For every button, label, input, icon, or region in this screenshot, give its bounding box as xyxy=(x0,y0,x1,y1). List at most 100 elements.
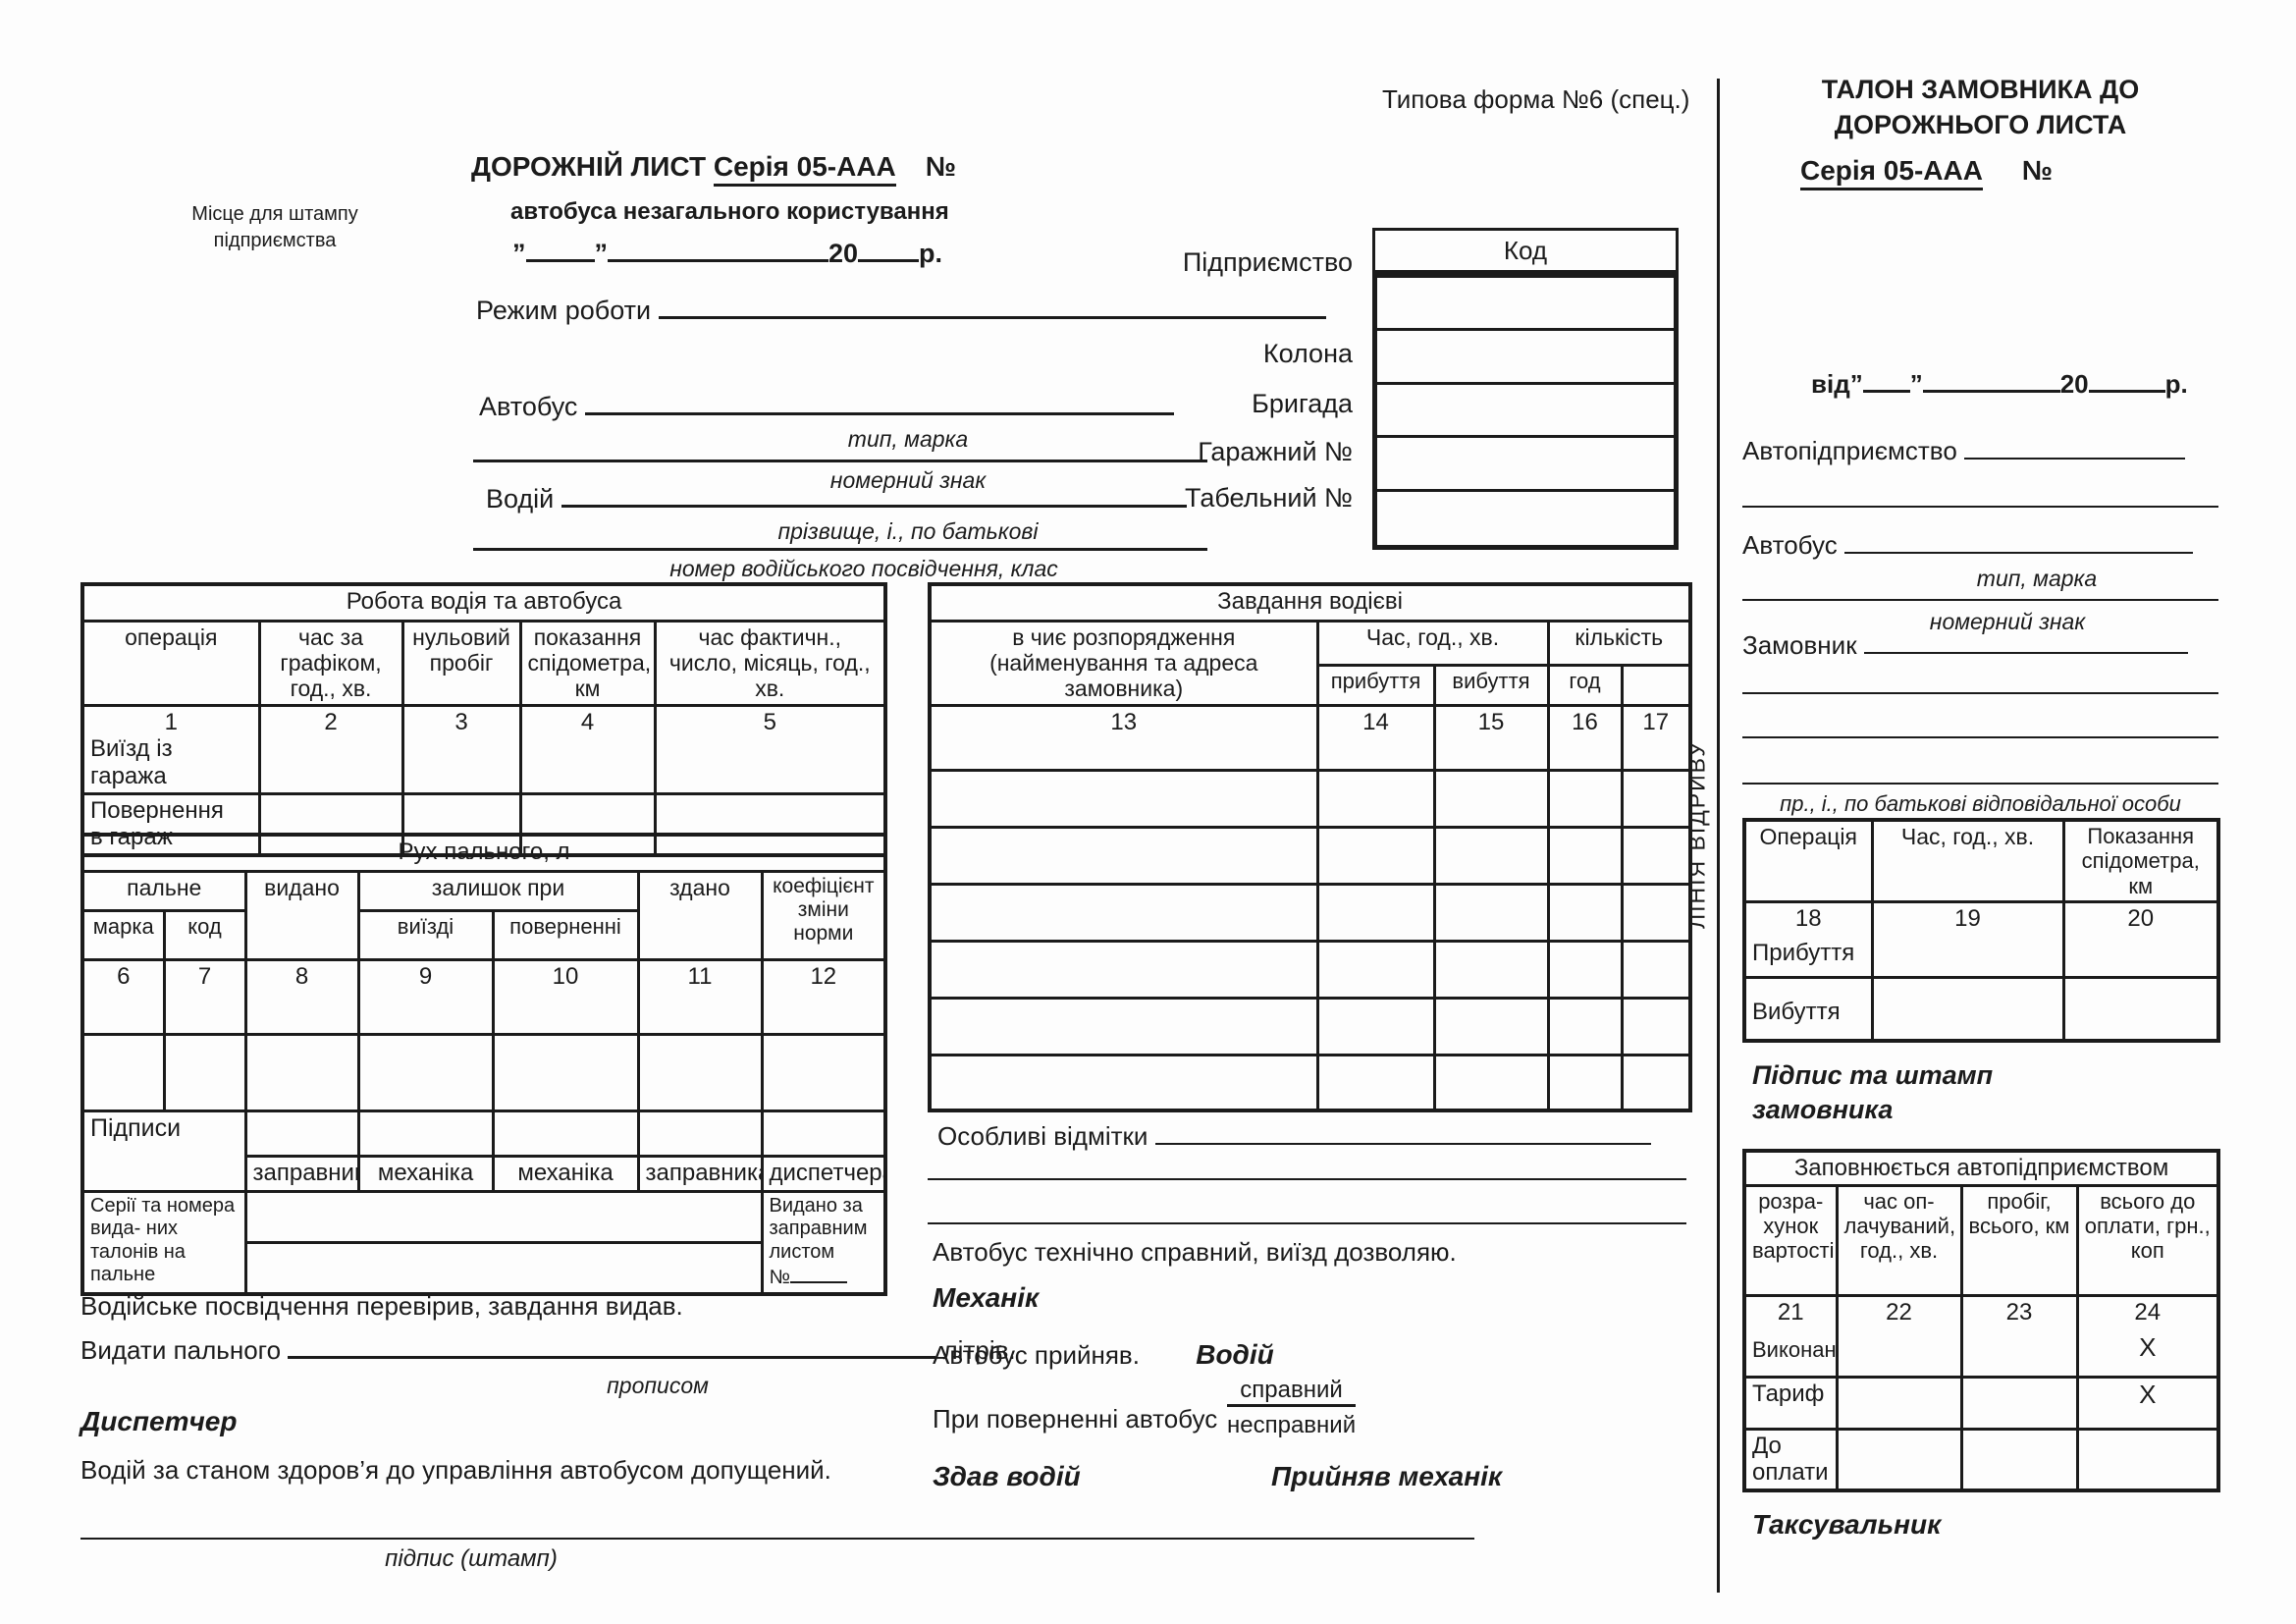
fill-table-title: Заповнюється автопідприємством xyxy=(1742,1149,2220,1187)
issued-by-fuel-sheet: Видано за заправним листом № xyxy=(760,1189,887,1296)
driver-accept-label: Водій xyxy=(1196,1339,1274,1370)
fuel-code-header: код xyxy=(162,908,247,961)
serviceable-fraction: справний несправний xyxy=(1227,1377,1357,1439)
stamp-placeholder: Місце для штампу підприємства xyxy=(128,201,422,254)
work-table: Робота водія та автобуса операція час за… xyxy=(80,582,888,857)
blank-cell xyxy=(928,939,1319,1000)
blank-cell xyxy=(1620,1053,1692,1112)
date-line: ” ” 20 р. xyxy=(512,236,942,269)
blank-cell xyxy=(1620,664,1692,707)
driver-label: Водій xyxy=(486,484,555,514)
talon-customer-field xyxy=(1863,628,2188,654)
role-dispatcher: диспетчера xyxy=(760,1154,887,1193)
blank-cell xyxy=(1620,825,1692,886)
doc-subtitle: автобуса незагального користування xyxy=(510,198,949,225)
blank-cell xyxy=(636,1032,764,1112)
blank-cell xyxy=(636,1109,764,1158)
fill-col-run-total: пробіг, всього, км xyxy=(1959,1183,2079,1297)
blank-cell xyxy=(243,1032,360,1112)
talon-customer-label: Замовник xyxy=(1742,630,1857,660)
blank-cell: 23 xyxy=(1959,1293,2079,1379)
talon-bus-row: Автобус xyxy=(1742,528,2193,561)
blank-cell xyxy=(1432,939,1550,1000)
col-number-2: 2 xyxy=(324,708,338,735)
bus-caption: тип, марка xyxy=(847,426,969,452)
col-number-7: 7 xyxy=(162,957,247,1036)
blank-cell: 20 xyxy=(2061,899,2220,979)
col-number-3: 3 xyxy=(454,708,468,735)
blank-cell xyxy=(1959,1375,2079,1431)
liters-label: літрів. xyxy=(942,1335,1016,1365)
stamp-note-line1: Місце для штампу xyxy=(191,203,358,225)
talon-customer-line3 xyxy=(1742,736,2218,738)
talons-line-2 xyxy=(243,1240,764,1296)
x-mark-tariff: Х xyxy=(2075,1375,2220,1431)
blank-cell xyxy=(1835,1375,1963,1431)
talons-line-1 xyxy=(243,1189,764,1244)
work-col-odometer: показання спідометра, км xyxy=(518,619,657,707)
handed-driver-label: Здав водій xyxy=(933,1461,1081,1491)
fuel-returned-header: здано xyxy=(636,869,764,961)
col-number-19: 19 xyxy=(1954,904,1981,932)
work-col-operation: операція xyxy=(80,619,261,707)
doc-title: ДОРОЖНІЙ ЛИСТ Серія 05-ААА № xyxy=(471,151,956,187)
blank-cell xyxy=(928,882,1319,943)
blank-cell xyxy=(491,1032,640,1112)
blank-cell xyxy=(1315,996,1436,1056)
tear-off-label: ЛІНІЯ ВІДРИВУ xyxy=(1683,740,1710,929)
license-checked-text: Водійське посвідчення перевірив, завданн… xyxy=(80,1291,683,1321)
talon-enterprise-row: Автопідприємство xyxy=(1742,434,2186,466)
talon-fill-table: Заповнюється автопідприємством розра- ху… xyxy=(1742,1149,2221,1492)
blank-cell xyxy=(1546,939,1624,1000)
blank-cell xyxy=(162,1032,247,1112)
code-cell-kolona xyxy=(1377,331,1674,385)
task-departure-header: вибуття xyxy=(1432,664,1550,707)
fill-to-pay-label: До оплати xyxy=(1752,1432,1829,1487)
driver-row: Водій xyxy=(486,481,1187,514)
in-words-caption: прописом xyxy=(607,1373,709,1398)
blank-cell xyxy=(1835,1427,1963,1492)
role-fueler-2: заправника xyxy=(636,1154,764,1193)
talon-date-prefix: від” xyxy=(1811,369,1863,399)
talon-date-year-field xyxy=(2088,367,2165,393)
issue-fuel-row: Видати пального літрів. xyxy=(80,1333,1016,1366)
op-arrival-label: Прибуття xyxy=(1752,940,1855,967)
op-arrival-cell: 18 Прибуття xyxy=(1742,899,1874,979)
blank-cell xyxy=(1620,882,1692,943)
issue-fuel-label: Видати пального xyxy=(80,1335,282,1365)
kolona-label: Колона xyxy=(1262,339,1353,368)
fuel-table-title: Рух пального, л xyxy=(80,833,887,873)
date-year-field xyxy=(858,236,920,262)
doc-series: Серія 05-ААА xyxy=(713,151,896,187)
fuel-sheet-no: № xyxy=(769,1267,790,1289)
date-day-field xyxy=(525,236,595,262)
doc-number-sign: № xyxy=(925,151,956,182)
customer-signature-stamp-line2: замовника xyxy=(1752,1095,1894,1125)
fuel-talons-label: Серії та номера вида- них талонів на пал… xyxy=(80,1189,247,1296)
fuel-table: Рух пального, л пальне видано залишок пр… xyxy=(80,833,888,1296)
op-departure-cell: Вибуття xyxy=(1742,975,1874,1043)
driver-field xyxy=(561,481,1187,508)
depart-garage-label: Виїзд із гаража xyxy=(90,735,173,789)
fuel-at-departure-header: виїзді xyxy=(356,908,495,961)
blank-cell xyxy=(1620,996,1692,1056)
unserviceable-option: несправний xyxy=(1227,1412,1357,1438)
special-notes-field xyxy=(1154,1119,1651,1145)
talon-number-sign: № xyxy=(2021,155,2053,186)
regime-field xyxy=(658,293,1326,319)
fuel-remainder-header: залишок при xyxy=(356,869,640,912)
talon-date-year-prefix: 20 xyxy=(2059,369,2089,399)
fill-col-total-pay: всього до оплати, грн., коп xyxy=(2075,1183,2220,1297)
blank-cell: 5 xyxy=(653,703,887,795)
mechanic-label: Механік xyxy=(933,1282,1040,1313)
fill-to-pay-cell: До оплати xyxy=(1742,1427,1839,1492)
col-number-24: 24 xyxy=(2134,1298,2162,1326)
col-number-10: 10 xyxy=(491,957,640,1036)
task-arrival-header: прибуття xyxy=(1315,664,1436,707)
code-cell-garage xyxy=(1377,438,1674,492)
talon-date-day-field xyxy=(1862,367,1910,393)
blank-cell xyxy=(2075,1427,2220,1492)
talon-series: Серія 05-ААА xyxy=(1800,155,1983,190)
code-grid xyxy=(1372,273,1679,550)
work-table-title: Робота водія та автобуса xyxy=(80,582,887,623)
